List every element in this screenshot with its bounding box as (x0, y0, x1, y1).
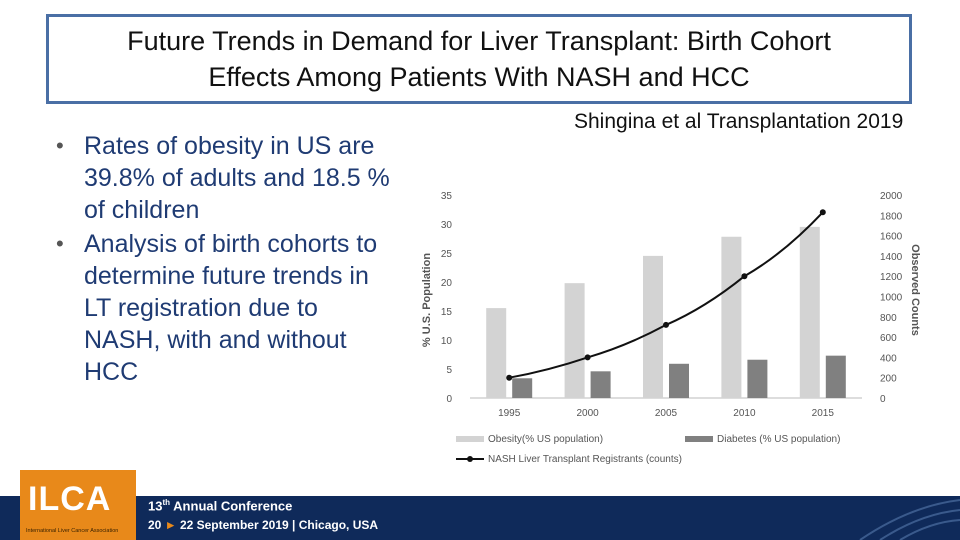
footer-accent-graphic (859, 499, 960, 540)
separator: | (292, 518, 296, 532)
bar-diabetes (669, 363, 689, 398)
y-tick-label: 20 (441, 278, 453, 289)
bullet-item: Rates of obesity in US are 39.8% of adul… (56, 130, 396, 226)
bar-diabetes (825, 355, 846, 398)
bar-obesity (643, 255, 663, 398)
legend-label-obesity: Obesity(% US population) (488, 434, 603, 445)
y2-tick-label: 1600 (880, 232, 903, 243)
logo-text: ILCA (28, 480, 112, 518)
conference-date: 20 ► 22 September 2019 | Chicago, USA (148, 518, 378, 532)
bullet-item: Analysis of birth cohorts to determine f… (56, 228, 396, 388)
y-tick-label: 35 (441, 191, 453, 202)
x-tick-label: 2005 (655, 408, 678, 419)
y-tick-label: 15 (441, 307, 453, 318)
y2-tick-label: 800 (880, 313, 897, 324)
y2-tick-label: 200 (880, 374, 897, 385)
bar-obesity (799, 226, 820, 398)
bullet-list: Rates of obesity in US are 39.8% of adul… (56, 130, 396, 390)
y2-tick-label: 1200 (880, 272, 903, 283)
bar-obesity (564, 283, 585, 398)
bar-diabetes (747, 359, 768, 398)
ilca-logo: ILCA International Liver Cancer Associat… (20, 470, 136, 540)
conference-number: 13 (148, 498, 163, 514)
line-point (741, 273, 748, 280)
legend: Obesity(% US population) Diabetes (% US p… (456, 434, 840, 465)
y-tick-label: 10 (441, 336, 453, 347)
arrow-icon: ► (164, 518, 177, 532)
conference-name: Annual Conference (173, 498, 293, 514)
legend-swatch-obesity (456, 436, 484, 442)
y2-axis-label: Observed Counts (909, 244, 921, 336)
legend-label-diabetes: Diabetes (% US population) (717, 434, 840, 445)
footer-banner (0, 496, 960, 540)
x-tick-label: 2010 (733, 408, 756, 419)
y-tick-label: 0 (446, 394, 452, 405)
logo-subtitle: International Liver Cancer Association (26, 528, 119, 534)
line-point (506, 374, 513, 381)
x-tick-label: 2000 (576, 408, 599, 419)
x-tick-label: 2015 (812, 408, 835, 419)
date-start: 20 (148, 518, 162, 532)
y2-tick-label: 600 (880, 333, 897, 344)
citation: Shingina et al Transplantation 2019 (574, 110, 904, 133)
date-rest: 22 September 2019 (179, 518, 289, 532)
y2-tick-label: 2000 (880, 191, 903, 202)
title-box: Future Trends in Demand for Liver Transp… (46, 14, 912, 104)
conference-ordinal: th (162, 498, 171, 507)
conference-city: Chicago, USA (298, 518, 379, 532)
bar-diabetes (590, 371, 611, 398)
y-tick-label: 25 (441, 249, 453, 260)
y-axis-label: % U.S. Population (421, 253, 433, 347)
plot-area: 0 5 10 15 20 25 30 35 0 200 400 600 800 1000 1200 1400 1… (441, 191, 903, 419)
legend-swatch-diabetes (685, 436, 713, 442)
y2-tick-label: 400 (880, 353, 897, 364)
slide-title-line2: Effects Among Patients With NASH and HCC (208, 62, 750, 92)
line-point (584, 354, 591, 361)
slide-title-line1: Future Trends in Demand for Liver Transp… (127, 26, 831, 56)
bar-obesity (721, 236, 742, 398)
line-point (663, 321, 669, 328)
conference-title: 13th Annual Conference (148, 498, 292, 513)
y2-tick-label: 1800 (880, 211, 903, 222)
combo-chart: % U.S. Population Observed Counts 0 5 10 15… (421, 191, 921, 465)
bar-obesity (486, 308, 507, 398)
y2-tick-label: 1400 (880, 252, 903, 263)
y-tick-label: 30 (441, 220, 453, 231)
y2-tick-label: 1000 (880, 293, 903, 304)
y2-tick-label: 0 (880, 394, 886, 405)
line-point (819, 209, 826, 216)
line-nash-registrants (509, 211, 824, 379)
x-tick-label: 1995 (498, 408, 521, 419)
legend-swatch-marker (467, 456, 473, 462)
legend-label-line: NASH Liver Transplant Registrants (count… (488, 454, 682, 465)
bar-diabetes (512, 378, 533, 398)
y-tick-label: 5 (446, 365, 452, 376)
